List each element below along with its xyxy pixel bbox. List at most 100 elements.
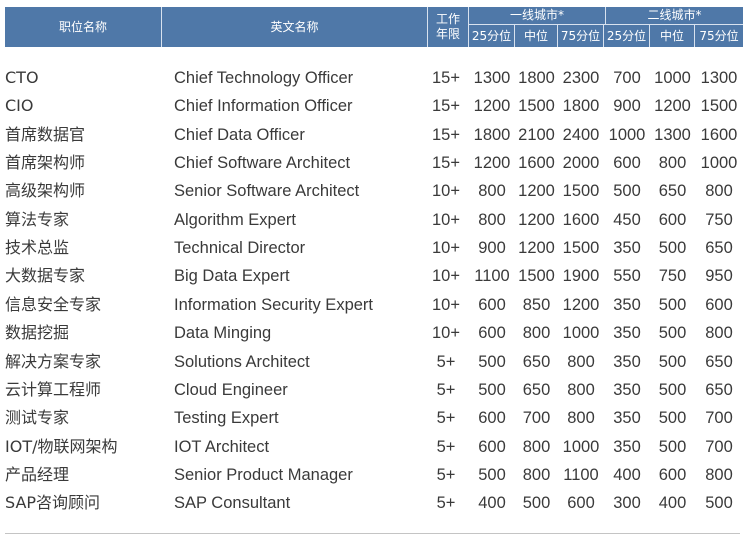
salary-value: 2400 — [562, 125, 600, 144]
salary-value: 800 — [478, 210, 506, 229]
salary-value: 2100 — [518, 125, 555, 144]
salary-value: 1200 — [518, 239, 555, 258]
job-title-cn: SAP咨询顾问 — [5, 493, 101, 513]
header-years: 工作 年限 — [428, 7, 469, 47]
job-title-cn: 高级架构师 — [5, 181, 86, 201]
salary-value: 800 — [478, 182, 506, 201]
header-sub-5: 75分位 — [699, 28, 739, 43]
header-title-cn: 职位名称 — [5, 7, 162, 47]
salary-value: 700 — [522, 409, 551, 428]
job-title-en: Chief Software Architect — [174, 154, 351, 173]
salary-value: 500 — [478, 380, 506, 399]
salary-value: 1500 — [562, 182, 600, 201]
job-title-cn: CTO — [5, 68, 39, 87]
years: 15+ — [432, 97, 460, 116]
salary-value: 1200 — [562, 295, 600, 314]
salary-value: 400 — [658, 494, 687, 513]
years: 5+ — [436, 465, 456, 484]
salary-value: 700 — [613, 69, 641, 87]
job-title-en: Senior Software Architect — [174, 182, 360, 201]
salary-value: 500 — [658, 437, 687, 456]
job-title-en: Testing Expert — [174, 409, 279, 428]
years: 10+ — [432, 210, 460, 229]
years: 10+ — [432, 295, 460, 314]
salary-value: 700 — [705, 437, 733, 456]
salary-value: 650 — [705, 352, 733, 371]
table-header: 职位名称 英文名称 工作 年限 一线城市* 二线城市* 25分位 中位 75分位 25… — [5, 7, 743, 47]
job-title-cn: CIO — [5, 96, 34, 116]
header-title-en: 英文名称 — [162, 7, 428, 47]
job-title-en: IOT Architect — [174, 437, 270, 456]
salary-value: 500 — [658, 352, 687, 371]
salary-value: 650 — [658, 182, 687, 201]
salary-value: 1800 — [562, 97, 600, 116]
salary-value: 1800 — [473, 125, 511, 144]
salary-value: 500 — [613, 182, 641, 201]
salary-value: 800 — [705, 465, 733, 484]
salary-value: 1500 — [518, 267, 555, 286]
header-sub-4: 中位 — [650, 25, 695, 47]
job-title-cn: IOT/物联网架构 — [5, 436, 118, 456]
years: 10+ — [432, 239, 460, 258]
salary-value: 1200 — [518, 210, 555, 229]
job-title-cn: 数据挖掘 — [5, 323, 70, 343]
years: 5+ — [436, 380, 456, 399]
header-sub-1: 中位 — [515, 25, 558, 47]
salary-value: 350 — [613, 437, 641, 456]
salary-value: 600 — [478, 295, 506, 314]
table-row: 测试专家 Testing Expert 5+ 600 700 800 350 500 700 — [0, 404, 750, 432]
salary-value: 800 — [567, 409, 595, 428]
years: 10+ — [432, 182, 460, 201]
salary-value: 1000 — [700, 154, 738, 173]
salary-value: 2000 — [562, 154, 600, 173]
salary-value: 650 — [705, 239, 733, 258]
job-title-cn: 首席架构师 — [5, 153, 86, 173]
header-tier1: 一线城市* — [469, 7, 606, 25]
salary-value: 750 — [658, 267, 687, 286]
salary-value: 1500 — [700, 97, 738, 116]
salary-value: 1500 — [518, 97, 555, 116]
salary-value: 500 — [658, 324, 687, 343]
table-row: SAP咨询顾问 SAP Consultant 5+ 400 500 600 300 400… — [0, 489, 750, 517]
salary-value: 750 — [705, 210, 733, 229]
table-row: 大数据专家 Big Data Expert 10+ 1100 1500 1900 550… — [0, 262, 750, 290]
salary-value: 350 — [613, 409, 641, 428]
salary-value: 1000 — [654, 69, 691, 87]
salary-value: 1600 — [562, 210, 600, 229]
job-title-en: Cloud Engineer — [174, 380, 288, 399]
table-row: 数据挖掘 Data Minging 10+ 600 800 1000 350 500 800 — [0, 319, 750, 347]
salary-value: 500 — [658, 380, 687, 399]
salary-value: 650 — [705, 380, 733, 399]
header-sub-0: 25分位 — [469, 25, 515, 47]
job-title-en: Big Data Expert — [174, 267, 290, 286]
salary-value: 800 — [522, 437, 551, 456]
salary-value: 650 — [522, 352, 551, 371]
salary-value: 600 — [567, 494, 595, 513]
job-title-cn: 大数据专家 — [5, 266, 86, 286]
job-title-cn: 信息安全专家 — [5, 294, 102, 314]
salary-value: 350 — [613, 324, 641, 343]
salary-value: 600 — [705, 295, 733, 314]
job-title-en: Data Minging — [174, 324, 272, 343]
years: 5+ — [436, 437, 456, 456]
salary-value: 800 — [567, 380, 595, 399]
table-row: 解决方案专家 Solutions Architect 5+ 500 650 800 35… — [0, 348, 750, 376]
salary-value: 900 — [613, 97, 641, 116]
salary-value: 500 — [658, 239, 687, 258]
table-row: IOT/物联网架构 IOT Architect 5+ 600 800 1000 350 5… — [0, 433, 750, 461]
salary-value: 1000 — [562, 437, 600, 456]
table-row: CTO Chief Technology Officer 15+ 1300 1800… — [0, 64, 750, 92]
salary-value: 500 — [705, 494, 733, 513]
salary-value: 700 — [705, 409, 733, 428]
salary-value: 1800 — [518, 69, 555, 87]
job-title-en: Algorithm Expert — [174, 210, 296, 229]
salary-value: 950 — [705, 267, 733, 286]
salary-value: 1200 — [473, 154, 511, 173]
salary-value: 1300 — [700, 69, 738, 87]
table-row: 首席数据官 Chief Data Officer 15+ 1800 2100 2400… — [0, 121, 750, 149]
job-title-en: Technical Director — [174, 239, 306, 258]
job-title-en: Senior Product Manager — [174, 465, 353, 484]
job-title-en: Information Security Expert — [174, 295, 373, 314]
salary-value: 1100 — [563, 465, 599, 484]
salary-value: 600 — [658, 210, 687, 229]
